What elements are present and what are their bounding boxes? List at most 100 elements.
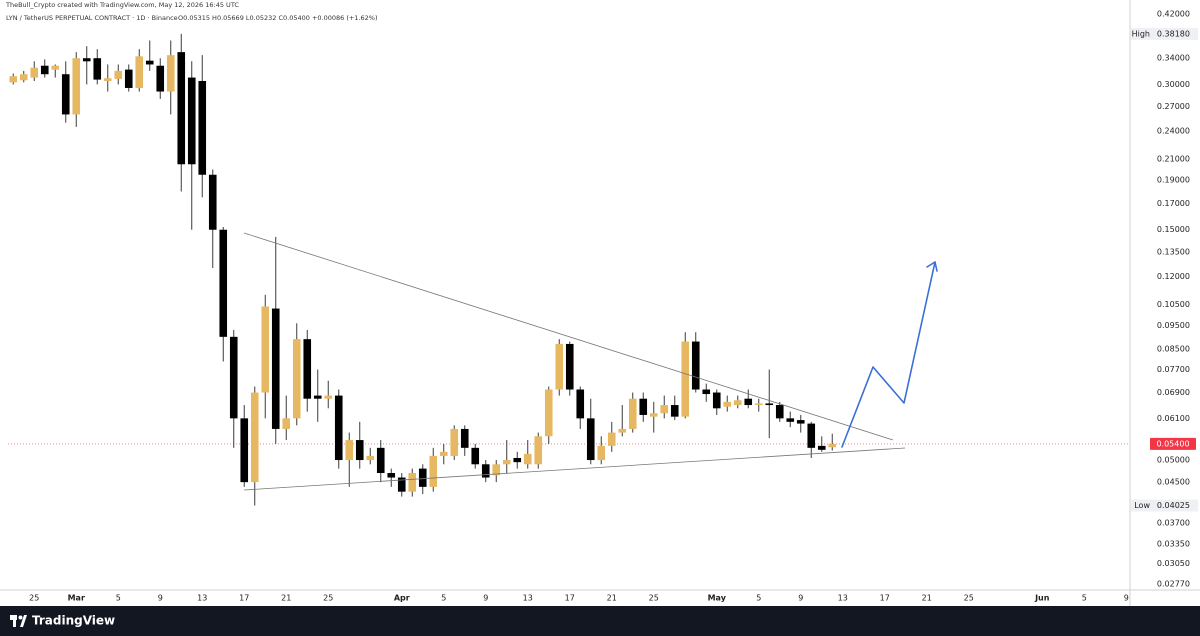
candle-body	[40, 65, 49, 75]
y-tick-label: 0.34000	[1157, 54, 1190, 63]
y-tick-label: 0.05000	[1157, 456, 1190, 465]
high-marker-text: High	[1132, 29, 1150, 38]
candle-body	[723, 401, 732, 407]
candle-body	[481, 464, 490, 478]
last-price-box	[1150, 437, 1196, 450]
candle-body	[544, 389, 553, 437]
candle-body	[114, 70, 123, 79]
x-tick-label: 9	[1124, 594, 1129, 603]
candle-body	[534, 436, 543, 465]
candle-body	[376, 447, 385, 474]
projection-path	[841, 261, 936, 448]
candle-body	[19, 74, 28, 81]
y-tick-label: 0.06900	[1157, 388, 1190, 397]
candle-body	[145, 60, 154, 65]
projection-arrow	[841, 261, 938, 448]
candle-body	[366, 455, 375, 461]
candle-body	[61, 74, 70, 115]
candle-body	[51, 65, 60, 70]
footer-bar	[0, 606, 1200, 636]
x-tick-label: Jun	[1034, 594, 1050, 603]
symbol-info: LYN / TetherUS PERPETUAL CONTRACT · 1D ·…	[6, 14, 178, 22]
candle-body	[450, 428, 459, 456]
x-tick-label: 25	[649, 594, 659, 603]
low-marker-value: 0.04025	[1157, 501, 1190, 510]
x-tick-label: 17	[239, 594, 249, 603]
x-tick-label: 13	[197, 594, 207, 603]
candle-body	[660, 405, 669, 414]
candle-body	[429, 455, 438, 487]
y-tick-label: 0.24000	[1157, 127, 1190, 136]
x-tick-label: Apr	[394, 594, 410, 603]
x-tick-label: 5	[1082, 594, 1087, 603]
ohlc-info: O0.05315 H0.05669 L0.05232 C0.05400 +0.0…	[178, 14, 378, 22]
low-marker-text: Low	[1134, 501, 1150, 510]
candle-body	[681, 341, 690, 417]
candle-body	[282, 418, 291, 429]
candle-body	[198, 80, 207, 175]
high-marker-value: 0.38180	[1157, 29, 1190, 38]
candle-body	[754, 403, 763, 406]
candle-body	[93, 58, 102, 80]
y-tick-label: 0.12000	[1157, 272, 1190, 281]
x-tick-label: 5	[116, 594, 121, 603]
x-tick-label: 9	[798, 594, 803, 603]
candle-body	[565, 343, 574, 390]
trendline-upper	[243, 232, 894, 441]
candle-body	[712, 392, 721, 409]
candle-body	[796, 420, 805, 424]
candle-body	[471, 447, 480, 465]
logo-part	[13, 615, 16, 627]
candle-body	[229, 336, 238, 419]
candle-body	[702, 389, 711, 395]
candle-body	[135, 56, 144, 88]
y-tick-label: 0.13500	[1157, 247, 1190, 256]
x-tick-label: 5	[756, 594, 761, 603]
candle-body	[576, 389, 585, 419]
y-tick-label: 0.19000	[1157, 176, 1190, 185]
high-marker-box	[1131, 27, 1198, 40]
candle-body	[387, 473, 396, 478]
candle-body	[250, 392, 259, 483]
y-tick-label: 0.17000	[1157, 199, 1190, 208]
candle-body	[303, 339, 312, 399]
y-tick-label: 0.21000	[1157, 155, 1190, 164]
candle-body	[460, 428, 469, 448]
y-tick-label: 0.02770	[1157, 579, 1190, 588]
x-tick-label: Mar	[68, 594, 85, 603]
y-tick-label: 0.03350	[1157, 540, 1190, 549]
candle-body	[639, 398, 648, 415]
x-tick-label: 9	[158, 594, 163, 603]
x-tick-label: 13	[523, 594, 533, 603]
x-tick-label: 5	[441, 594, 446, 603]
candle-body	[9, 76, 18, 83]
candle-body	[355, 440, 364, 461]
low-marker-box	[1131, 499, 1198, 512]
candle-body	[166, 55, 175, 92]
candle-body	[733, 400, 742, 406]
candle-body	[502, 460, 511, 465]
watermark: TheBull_Crypto created with TradingView.…	[5, 1, 239, 9]
x-tick-label: May	[708, 594, 727, 603]
x-tick-label: 9	[483, 594, 488, 603]
candle-body	[271, 308, 280, 429]
y-tick-label: 0.10500	[1157, 300, 1190, 309]
candle-body	[408, 473, 417, 492]
logo-part	[20, 615, 27, 627]
x-tick-label: 25	[964, 594, 974, 603]
y-tick-label: 0.03700	[1157, 519, 1190, 528]
candle-body	[30, 67, 39, 78]
candle-body	[555, 343, 564, 390]
candle-body	[618, 428, 627, 433]
candle-body	[103, 78, 112, 81]
candle-body	[124, 69, 133, 88]
candle-body	[313, 395, 322, 399]
x-tick-label: 21	[281, 594, 291, 603]
y-tick-label: 0.07700	[1157, 365, 1190, 374]
last-price-label: 0.05400	[1156, 439, 1189, 448]
candle-body	[219, 229, 228, 337]
candle-body	[177, 52, 186, 165]
candle-body	[586, 418, 595, 461]
x-tick-label: 25	[323, 594, 333, 603]
candle-body	[292, 339, 301, 419]
